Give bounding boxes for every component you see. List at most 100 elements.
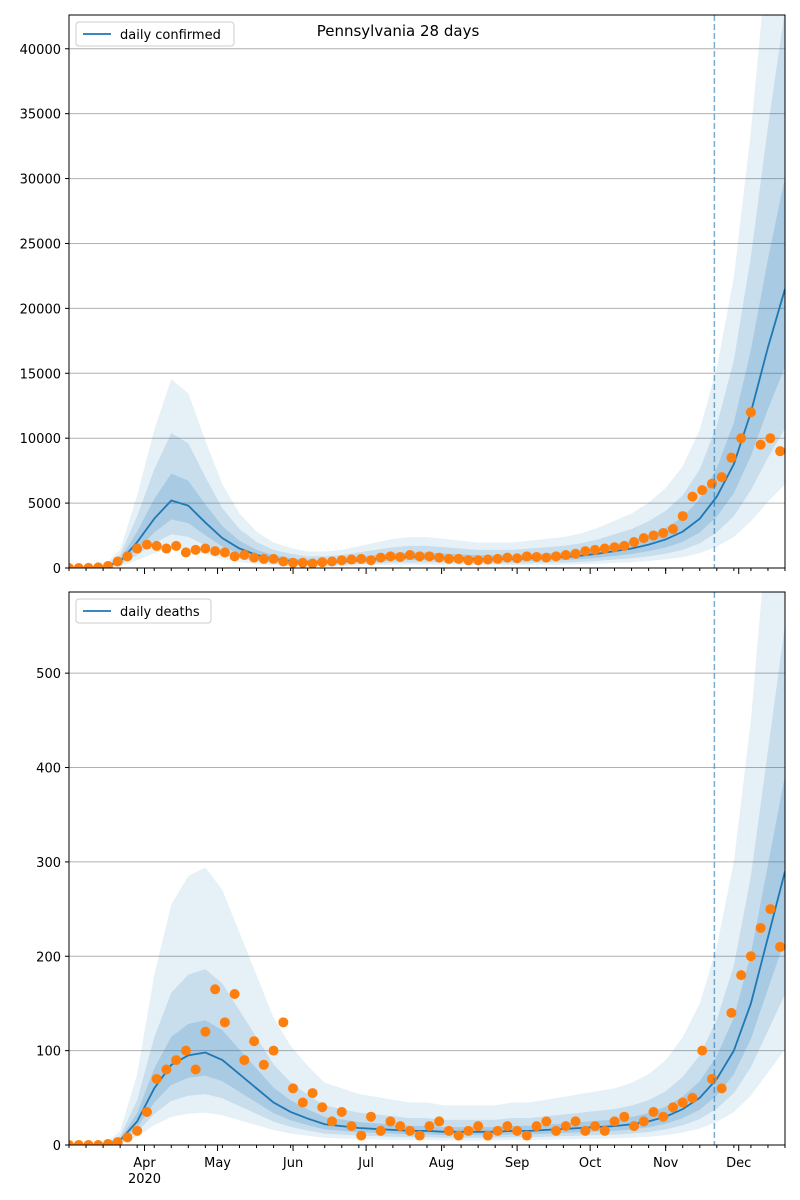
- x-tick-label: Jul: [357, 1156, 374, 1171]
- observed-point: [112, 1137, 123, 1145]
- y-tick-label: 35000: [20, 108, 61, 123]
- observed-point: [327, 1116, 338, 1127]
- observed-point: [521, 1130, 532, 1141]
- observed-point: [346, 554, 357, 565]
- observed-point: [658, 1111, 669, 1122]
- observed-point: [278, 556, 289, 567]
- observed-point: [278, 1017, 289, 1028]
- observed-point: [414, 1130, 425, 1141]
- y-tick-label: 200: [36, 950, 61, 965]
- observed-point: [443, 1125, 454, 1136]
- observed-point: [580, 546, 591, 557]
- observed-point: [200, 543, 211, 554]
- observed-point: [258, 553, 269, 564]
- observed-point: [482, 554, 493, 565]
- observed-point: [307, 1088, 318, 1099]
- confidence-band-1: [69, 625, 785, 1145]
- x-tick-label: May: [204, 1156, 231, 1171]
- observed-point: [83, 1140, 94, 1145]
- observed-point: [317, 1102, 328, 1113]
- y-tick-label: 0: [53, 1139, 61, 1154]
- observed-point: [560, 1121, 571, 1132]
- observed-point: [619, 540, 630, 551]
- observed-point: [531, 1121, 542, 1132]
- observed-point: [385, 1116, 396, 1127]
- observed-point: [219, 547, 230, 558]
- observed-point: [677, 1097, 688, 1108]
- observed-point: [93, 562, 104, 568]
- observed-point: [132, 1125, 143, 1136]
- observed-point: [151, 1073, 162, 1084]
- observed-point: [73, 1140, 84, 1145]
- x-tick-label: Oct: [579, 1156, 601, 1171]
- observed-point: [745, 407, 756, 418]
- observed-point: [697, 1045, 708, 1056]
- observed-point: [180, 1045, 191, 1056]
- observed-point: [716, 472, 727, 483]
- legend-box: [75, 598, 212, 624]
- observed-point: [590, 1121, 601, 1132]
- observed-point: [736, 970, 747, 981]
- observed-point: [414, 551, 425, 562]
- observed-point: [161, 543, 172, 554]
- observed-point: [687, 1092, 698, 1103]
- x-tick-label: Nov: [653, 1156, 679, 1171]
- legend-label: daily confirmed: [120, 28, 221, 43]
- observed-point: [395, 1121, 406, 1132]
- x-tick-label: Apr: [133, 1156, 156, 1171]
- observed-point: [677, 511, 688, 522]
- observed-point: [395, 551, 406, 562]
- observed-point: [151, 540, 162, 551]
- plot-area: [69, 592, 785, 1145]
- observed-point: [365, 1111, 376, 1122]
- observed-point: [375, 552, 386, 563]
- observed-point: [200, 1026, 211, 1037]
- observed-point: [258, 1059, 269, 1070]
- observed-point: [609, 1116, 620, 1127]
- observed-point: [473, 555, 484, 566]
- confidence-band-1: [69, 15, 785, 568]
- y-tick-label: 400: [36, 762, 61, 777]
- observed-point: [141, 1106, 152, 1117]
- y-tick-label: 10000: [20, 432, 61, 447]
- observed-point: [599, 1125, 610, 1136]
- y-tick-label: 0: [53, 562, 61, 577]
- observed-point: [171, 1055, 182, 1066]
- observed-point: [609, 542, 620, 553]
- observed-point: [229, 989, 240, 1000]
- y-tick-label: 300: [36, 856, 61, 871]
- observed-point: [210, 984, 221, 995]
- observed-point: [288, 557, 299, 568]
- plot-area: [69, 15, 785, 568]
- observed-point: [560, 550, 571, 561]
- observed-point: [268, 553, 279, 564]
- y-tick-label: 25000: [20, 237, 61, 252]
- y-tick-label: 40000: [20, 43, 61, 58]
- y-tick-label: 500: [36, 667, 61, 682]
- observed-point: [356, 553, 367, 564]
- observed-point: [73, 563, 84, 568]
- y-tick-label: 20000: [20, 302, 61, 317]
- observed-point: [551, 551, 562, 562]
- observed-point: [453, 1130, 464, 1141]
- observed-point: [667, 524, 678, 535]
- observed-point: [434, 1116, 445, 1127]
- observed-point: [190, 544, 201, 555]
- observed-point: [648, 1106, 659, 1117]
- observed-point: [346, 1121, 357, 1132]
- observed-point: [307, 558, 318, 568]
- observed-point: [726, 1007, 737, 1018]
- confidence-band-2: [69, 775, 785, 1145]
- observed-point: [268, 1045, 279, 1056]
- legend-box: [75, 21, 235, 47]
- observed-point: [687, 491, 698, 502]
- observed-point: [736, 433, 747, 444]
- observed-point: [541, 552, 552, 563]
- x-tick-label: Sep: [505, 1156, 530, 1171]
- confidence-band-2: [69, 177, 785, 568]
- observed-point: [492, 553, 503, 564]
- observed-point: [229, 551, 240, 562]
- observed-point: [317, 557, 328, 568]
